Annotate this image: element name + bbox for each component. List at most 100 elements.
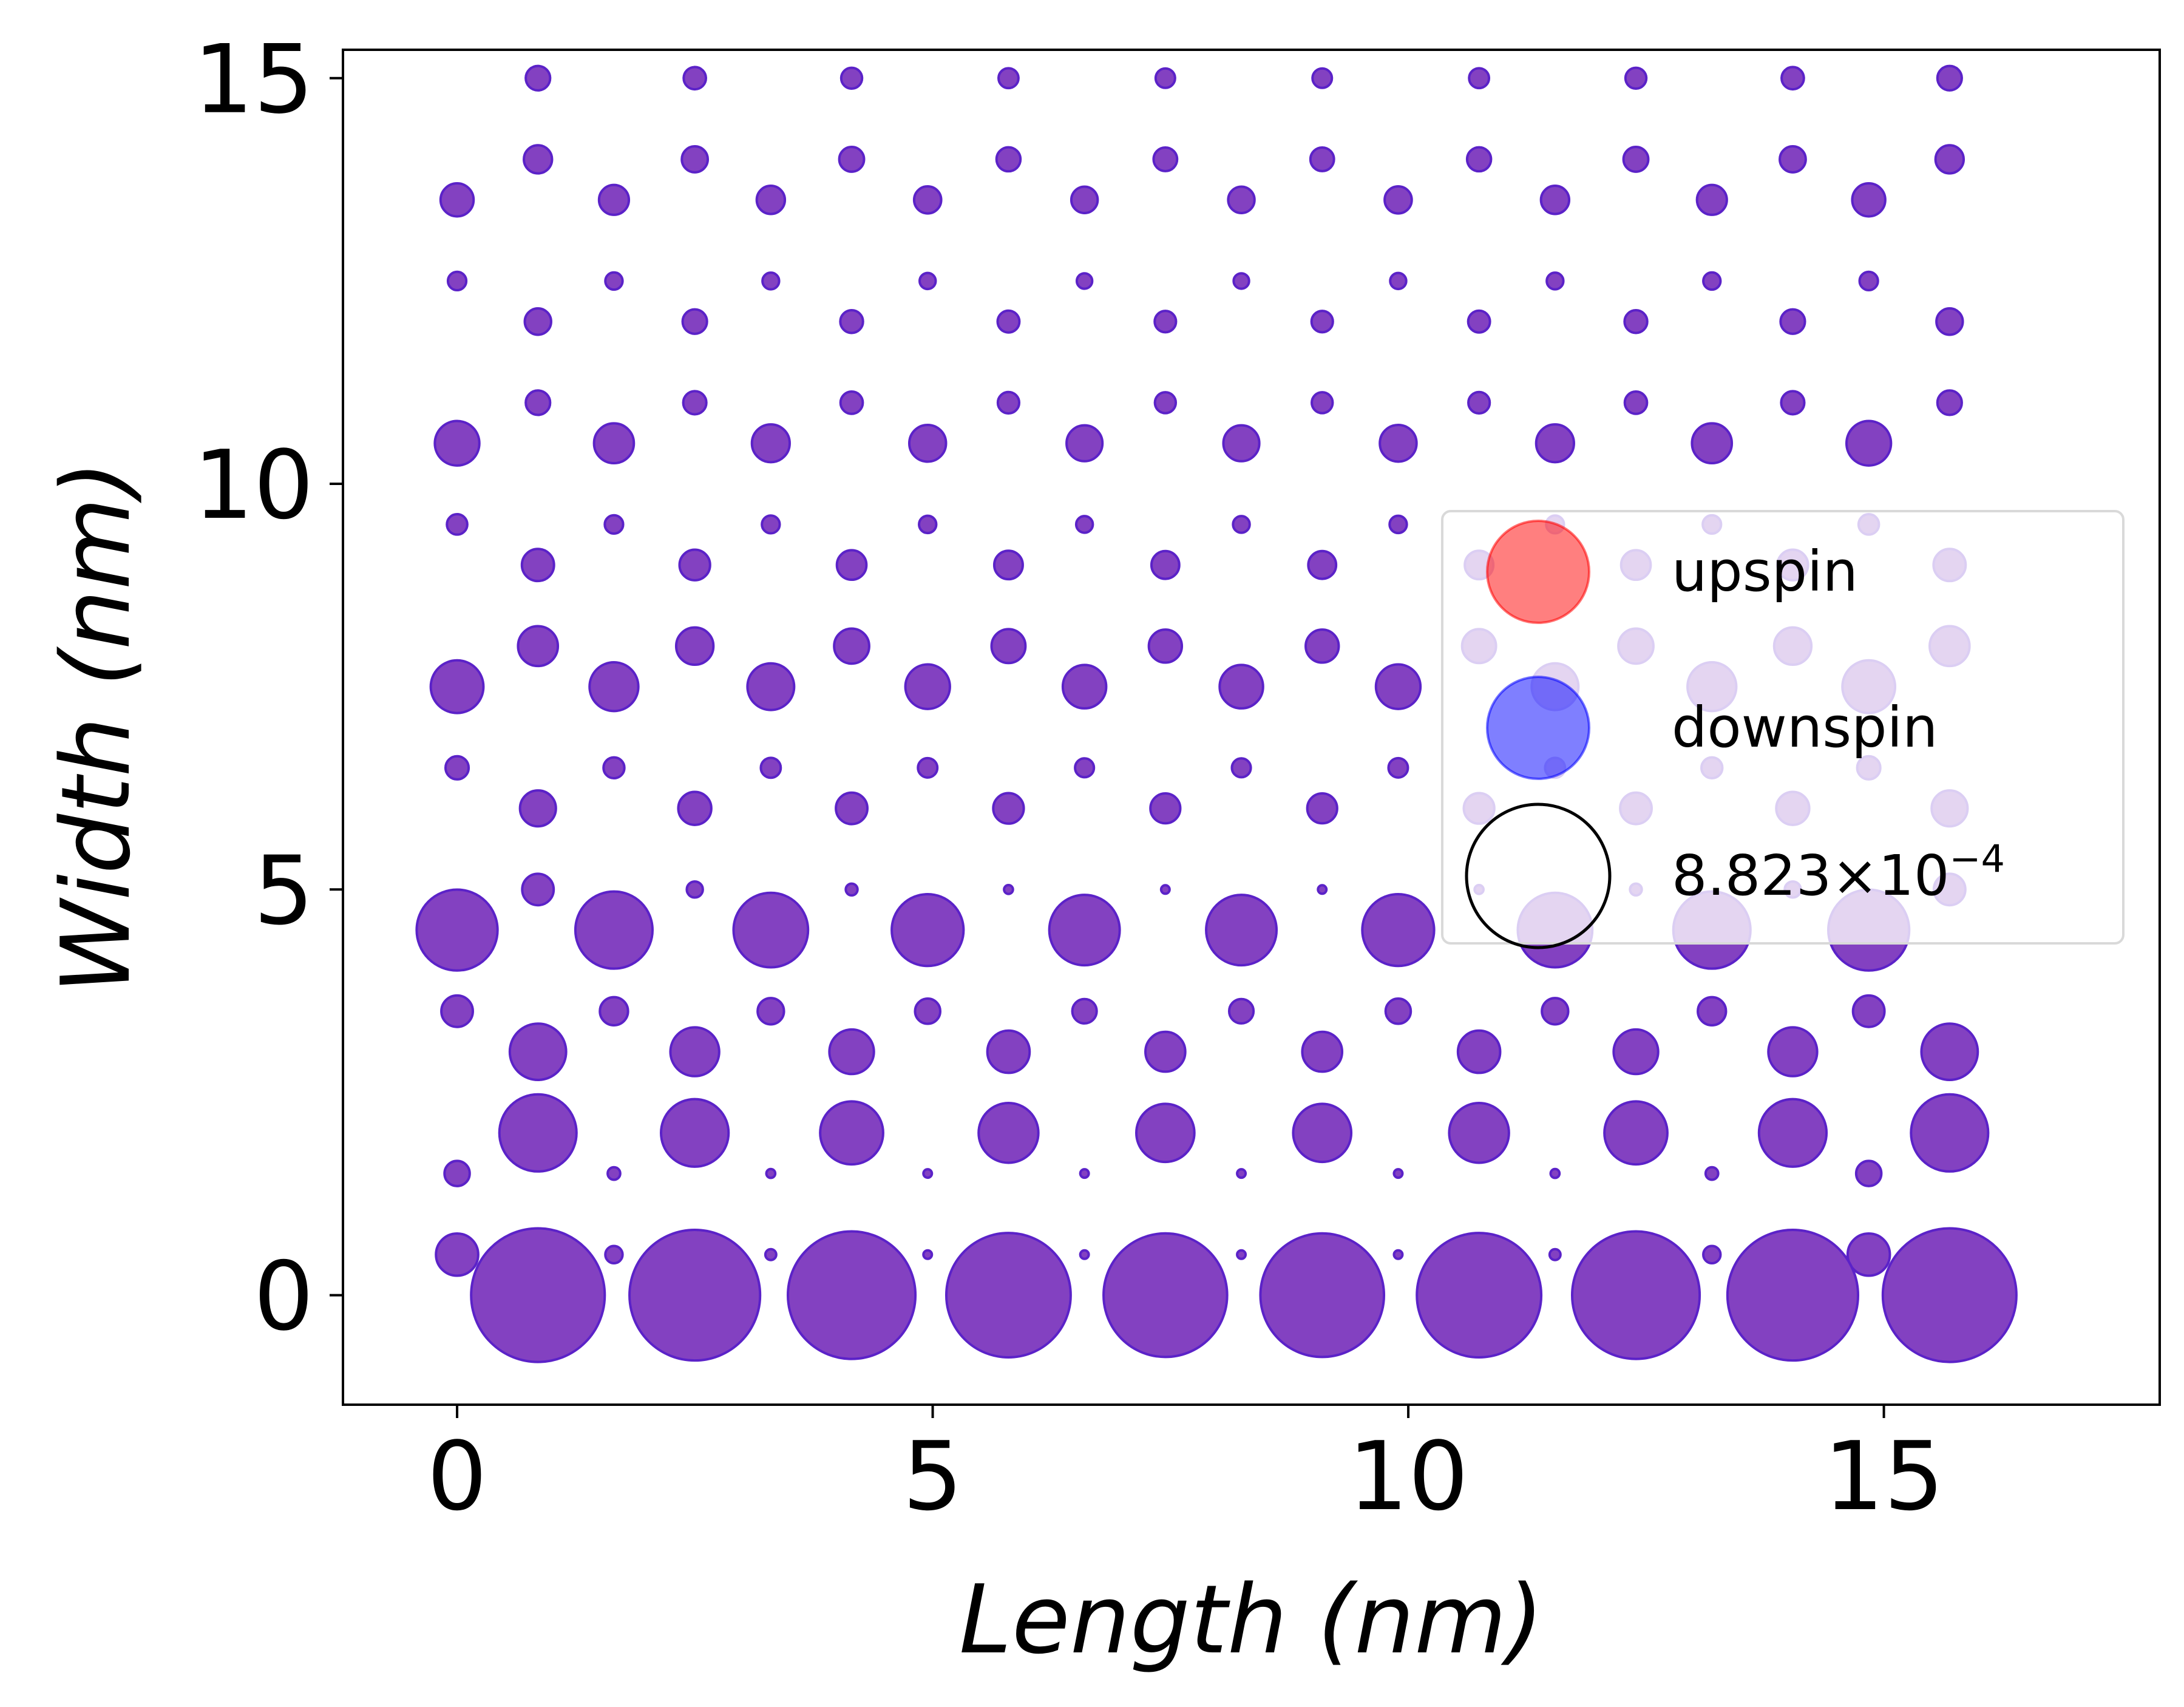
data-points	[415, 64, 2018, 1363]
data-point	[1071, 997, 1098, 1025]
data-point	[996, 309, 1021, 334]
data-point	[835, 549, 868, 582]
data-point	[756, 997, 785, 1026]
data-point	[1003, 883, 1014, 895]
data-point	[732, 891, 810, 969]
data-point	[844, 882, 859, 897]
legend-scale-base: 8.823×10	[1672, 843, 1950, 908]
data-point	[1102, 1232, 1229, 1359]
data-point	[1467, 309, 1491, 334]
data-point	[1780, 66, 1805, 91]
data-point	[992, 792, 1025, 825]
data-point	[819, 1100, 884, 1166]
y-tick-label: 0	[254, 1241, 314, 1352]
data-point	[678, 548, 711, 582]
data-point	[433, 419, 481, 467]
data-point	[907, 423, 948, 463]
x-axis-title: Length (nm)	[959, 1564, 1544, 1675]
data-point	[1881, 1227, 2018, 1363]
data-point	[1317, 884, 1328, 895]
data-point	[599, 996, 629, 1027]
data-point	[1934, 144, 1965, 175]
data-point	[1936, 64, 1963, 92]
legend-scale-marker	[1465, 803, 1612, 949]
data-point	[680, 145, 710, 174]
data-point	[1074, 757, 1096, 779]
data-point	[1779, 308, 1806, 335]
data-point	[1779, 145, 1807, 174]
data-point	[415, 888, 499, 972]
legend-downspin-label: downspin	[1672, 695, 1938, 760]
axis-ticks: 0 5 10 15 0 5 10 15	[193, 24, 1944, 1532]
data-point	[1061, 663, 1108, 710]
data-point	[604, 1244, 624, 1264]
data-point	[1622, 146, 1650, 173]
data-point	[508, 1022, 568, 1082]
data-point	[1910, 1093, 1990, 1173]
data-point	[786, 1230, 917, 1360]
data-point	[1603, 1100, 1669, 1166]
data-point	[520, 548, 555, 583]
data-point	[1311, 67, 1334, 89]
data-point	[685, 880, 704, 899]
data-point	[761, 514, 781, 535]
data-point	[470, 1227, 606, 1363]
data-point	[1702, 1244, 1722, 1264]
data-point	[1920, 1022, 1979, 1082]
data-point	[1702, 271, 1722, 291]
data-point	[1070, 185, 1099, 214]
data-point	[1389, 271, 1408, 291]
data-point	[990, 628, 1027, 665]
data-point	[1854, 1159, 1883, 1187]
data-point	[521, 872, 555, 907]
data-point	[1218, 663, 1264, 710]
data-point	[1379, 423, 1418, 463]
data-point	[517, 625, 560, 668]
data-point	[1150, 549, 1181, 580]
data-point	[1236, 1249, 1247, 1260]
data-point	[1236, 1168, 1247, 1179]
data-point	[904, 663, 951, 710]
data-point	[1465, 146, 1493, 173]
data-point	[604, 271, 624, 291]
data-point	[592, 422, 636, 465]
legend-scale-exponent: −4	[1950, 837, 2005, 881]
data-point	[1388, 514, 1408, 535]
data-point	[1697, 996, 1728, 1027]
data-point	[588, 660, 640, 713]
data-point	[1153, 310, 1178, 334]
data-point	[435, 1232, 480, 1277]
data-point	[444, 755, 470, 781]
data-point	[1726, 1228, 1860, 1362]
data-point	[1135, 1102, 1196, 1164]
data-point	[944, 1232, 1072, 1359]
data-point	[1374, 663, 1422, 710]
data-point	[1541, 997, 1570, 1026]
data-point	[1153, 391, 1178, 415]
data-point	[1935, 307, 1964, 336]
legend: upspin downspin 8.823×10−4	[1441, 510, 2125, 949]
data-point	[1232, 272, 1250, 290]
data-point	[603, 514, 625, 535]
data-point	[682, 390, 708, 416]
data-point	[1304, 628, 1340, 664]
data-point	[839, 390, 864, 415]
data-point	[1695, 183, 1728, 216]
data-point	[1227, 997, 1255, 1025]
data-point	[995, 146, 1022, 173]
data-point	[1456, 1029, 1502, 1074]
data-point	[917, 756, 939, 779]
y-tick-label: 5	[254, 835, 314, 946]
legend-scale-label: 8.823×10−4	[1672, 837, 2005, 908]
data-point	[677, 790, 713, 826]
data-point	[1467, 390, 1491, 415]
data-point	[759, 756, 782, 779]
data-point	[1846, 1232, 1891, 1277]
data-point	[1227, 185, 1256, 214]
data-point	[1392, 1168, 1404, 1179]
data-point	[1384, 997, 1412, 1025]
x-tick-label: 15	[1823, 1421, 1944, 1532]
data-point	[755, 185, 787, 215]
data-point	[1309, 146, 1335, 172]
data-point	[1152, 146, 1179, 172]
